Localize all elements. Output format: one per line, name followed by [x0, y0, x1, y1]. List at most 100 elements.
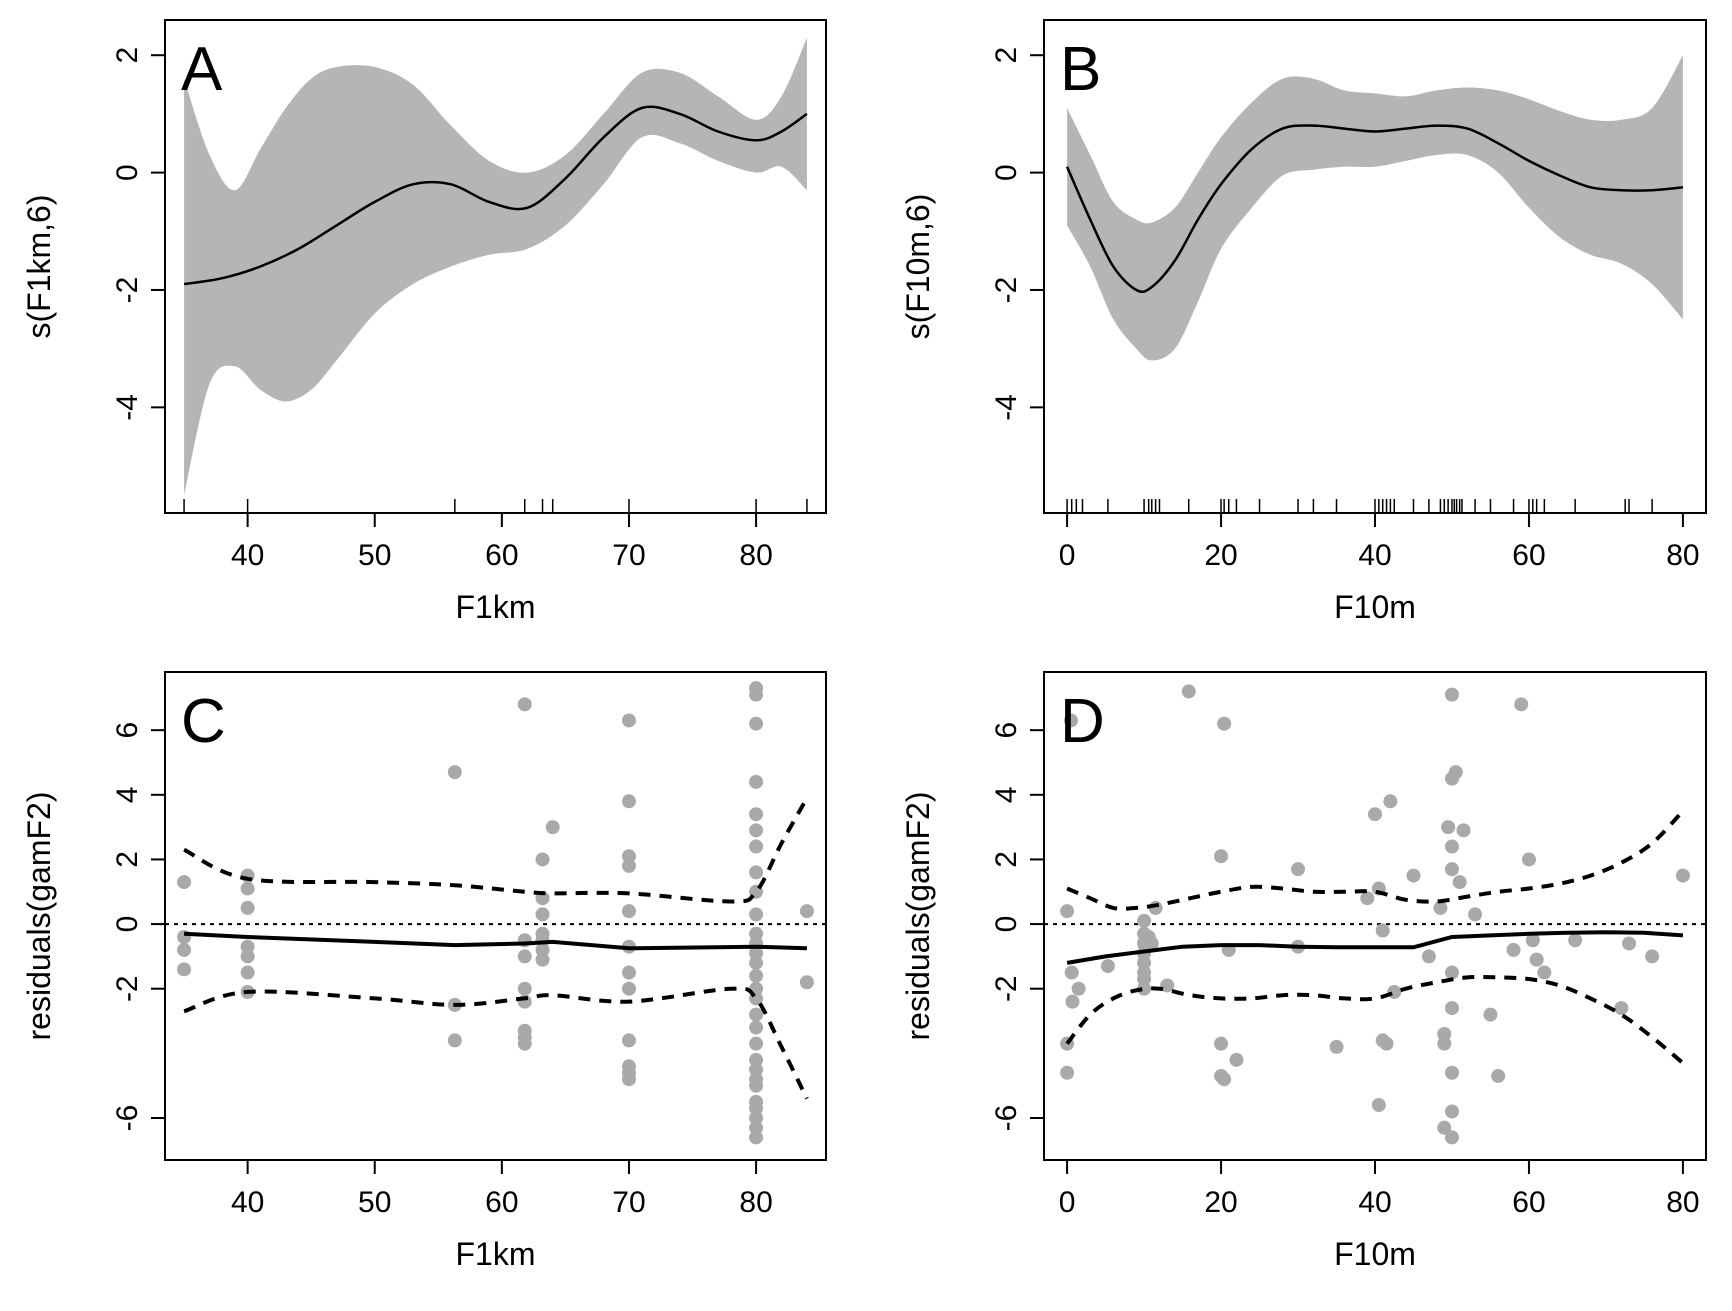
plot-area	[1044, 684, 1706, 1145]
residual-point	[240, 900, 255, 915]
x-tick-label: 40	[1358, 539, 1391, 572]
y-tick-label: 4	[111, 786, 144, 803]
residual-point	[1448, 765, 1463, 780]
x-tick-label: 50	[358, 539, 391, 572]
residual-point	[1375, 923, 1390, 938]
panel-letter: D	[1060, 687, 1105, 756]
residual-point	[177, 942, 192, 957]
x-tick-label: 0	[1059, 539, 1076, 572]
residual-point	[1456, 823, 1471, 838]
residual-point	[517, 949, 532, 964]
residual-point	[517, 1036, 532, 1051]
residual-point	[1144, 936, 1159, 951]
residual-point	[1675, 868, 1690, 883]
residual-point	[1064, 965, 1079, 980]
x-tick-label: 0	[1059, 1186, 1076, 1219]
residual-point	[1614, 1001, 1629, 1016]
residual-point	[1452, 875, 1467, 890]
residual-point	[749, 774, 764, 789]
residual-point	[1160, 978, 1175, 993]
plot-frame	[164, 19, 827, 514]
x-tick-label: 60	[1512, 539, 1545, 572]
residual-point	[1444, 965, 1459, 980]
residual-point	[1100, 959, 1115, 974]
residual-point	[1444, 1001, 1459, 1016]
residual-point	[749, 1110, 764, 1125]
residual-point	[749, 946, 764, 961]
residual-point	[621, 965, 636, 980]
lower-ci-line	[1065, 974, 1685, 1065]
residual-point	[749, 823, 764, 838]
fit-line	[1066, 930, 1684, 965]
y-tick-label: -4	[111, 394, 144, 421]
residual-point	[749, 907, 764, 922]
panel-d: 0 20 40 60 80 -6 -2 0 2 4 6 F10m residuals(gamF2) D	[900, 671, 1707, 1272]
y-tick-label: 0	[111, 916, 144, 933]
residual-point	[1444, 1065, 1459, 1080]
residual-point	[1217, 1072, 1232, 1087]
residual-point	[1514, 697, 1529, 712]
panel-a: 40 50 60 70 80 -4 -2 0 2 F1km s(F1km,6) A	[21, 19, 827, 625]
residual-point	[749, 1020, 764, 1035]
smooth-curve	[1065, 124, 1684, 294]
residual-point	[1291, 862, 1306, 877]
y-axis-label: s(F10m,6)	[900, 194, 936, 340]
residual-point	[1437, 1036, 1452, 1051]
residual-point	[1622, 936, 1637, 951]
y-axis-label: residuals(gamF2)	[21, 792, 57, 1041]
residual-point	[1529, 952, 1544, 967]
residual-point	[1360, 891, 1375, 906]
residual-point	[749, 1101, 764, 1116]
residual-point	[1506, 942, 1521, 957]
y-tick-label: 2	[111, 47, 144, 64]
residual-point	[535, 907, 550, 922]
x-tick-label: 70	[612, 1186, 645, 1219]
x-tick-label: 80	[739, 539, 772, 572]
residual-point	[1444, 839, 1459, 854]
residual-point	[1229, 1052, 1244, 1067]
residual-point	[1433, 900, 1448, 915]
upper-ci-line	[183, 797, 809, 904]
residual-point	[1060, 1065, 1075, 1080]
residual-point	[749, 807, 764, 822]
residual-point	[749, 1007, 764, 1022]
residual-point	[1491, 1068, 1506, 1083]
residual-point	[1444, 862, 1459, 877]
residual-point	[545, 820, 560, 835]
residual-point	[1214, 849, 1229, 864]
residual-point	[1329, 1039, 1344, 1054]
residual-point	[1437, 1120, 1452, 1135]
upper-ci-line	[1066, 809, 1685, 911]
residual-point	[240, 939, 255, 954]
residual-point	[1383, 794, 1398, 809]
residual-point	[1181, 684, 1196, 699]
plot-frame	[164, 671, 827, 1161]
y-axis-label: residuals(gamF2)	[900, 792, 936, 1041]
residual-point	[1645, 949, 1660, 964]
x-tick-label: 60	[485, 1186, 518, 1219]
y-tick-label: 0	[990, 164, 1023, 181]
residual-point	[1137, 913, 1152, 928]
x-axis-label: F1km	[456, 589, 536, 625]
residual-point	[749, 1062, 764, 1077]
residual-point	[621, 1033, 636, 1048]
x-tick-label: 80	[1666, 1186, 1699, 1219]
y-tick-label: -2	[111, 277, 144, 304]
y-tick-label: 6	[990, 722, 1023, 739]
residual-point	[240, 949, 255, 964]
residual-point	[1137, 955, 1152, 970]
residual-point	[177, 962, 192, 977]
residual-point	[1071, 981, 1086, 996]
smooth-curve	[183, 105, 808, 286]
residual-point	[1444, 1104, 1459, 1119]
residual-point	[1065, 994, 1080, 1009]
x-tick-label: 40	[1358, 1186, 1391, 1219]
residual-point	[240, 881, 255, 896]
x-axis-label: F10m	[1334, 1236, 1416, 1272]
x-axis-label: F10m	[1334, 589, 1416, 625]
residual-point	[1568, 933, 1583, 948]
residual-point	[1387, 984, 1402, 999]
x-tick-label: 40	[231, 1186, 264, 1219]
residual-point	[621, 713, 636, 728]
residual-point	[749, 1036, 764, 1051]
